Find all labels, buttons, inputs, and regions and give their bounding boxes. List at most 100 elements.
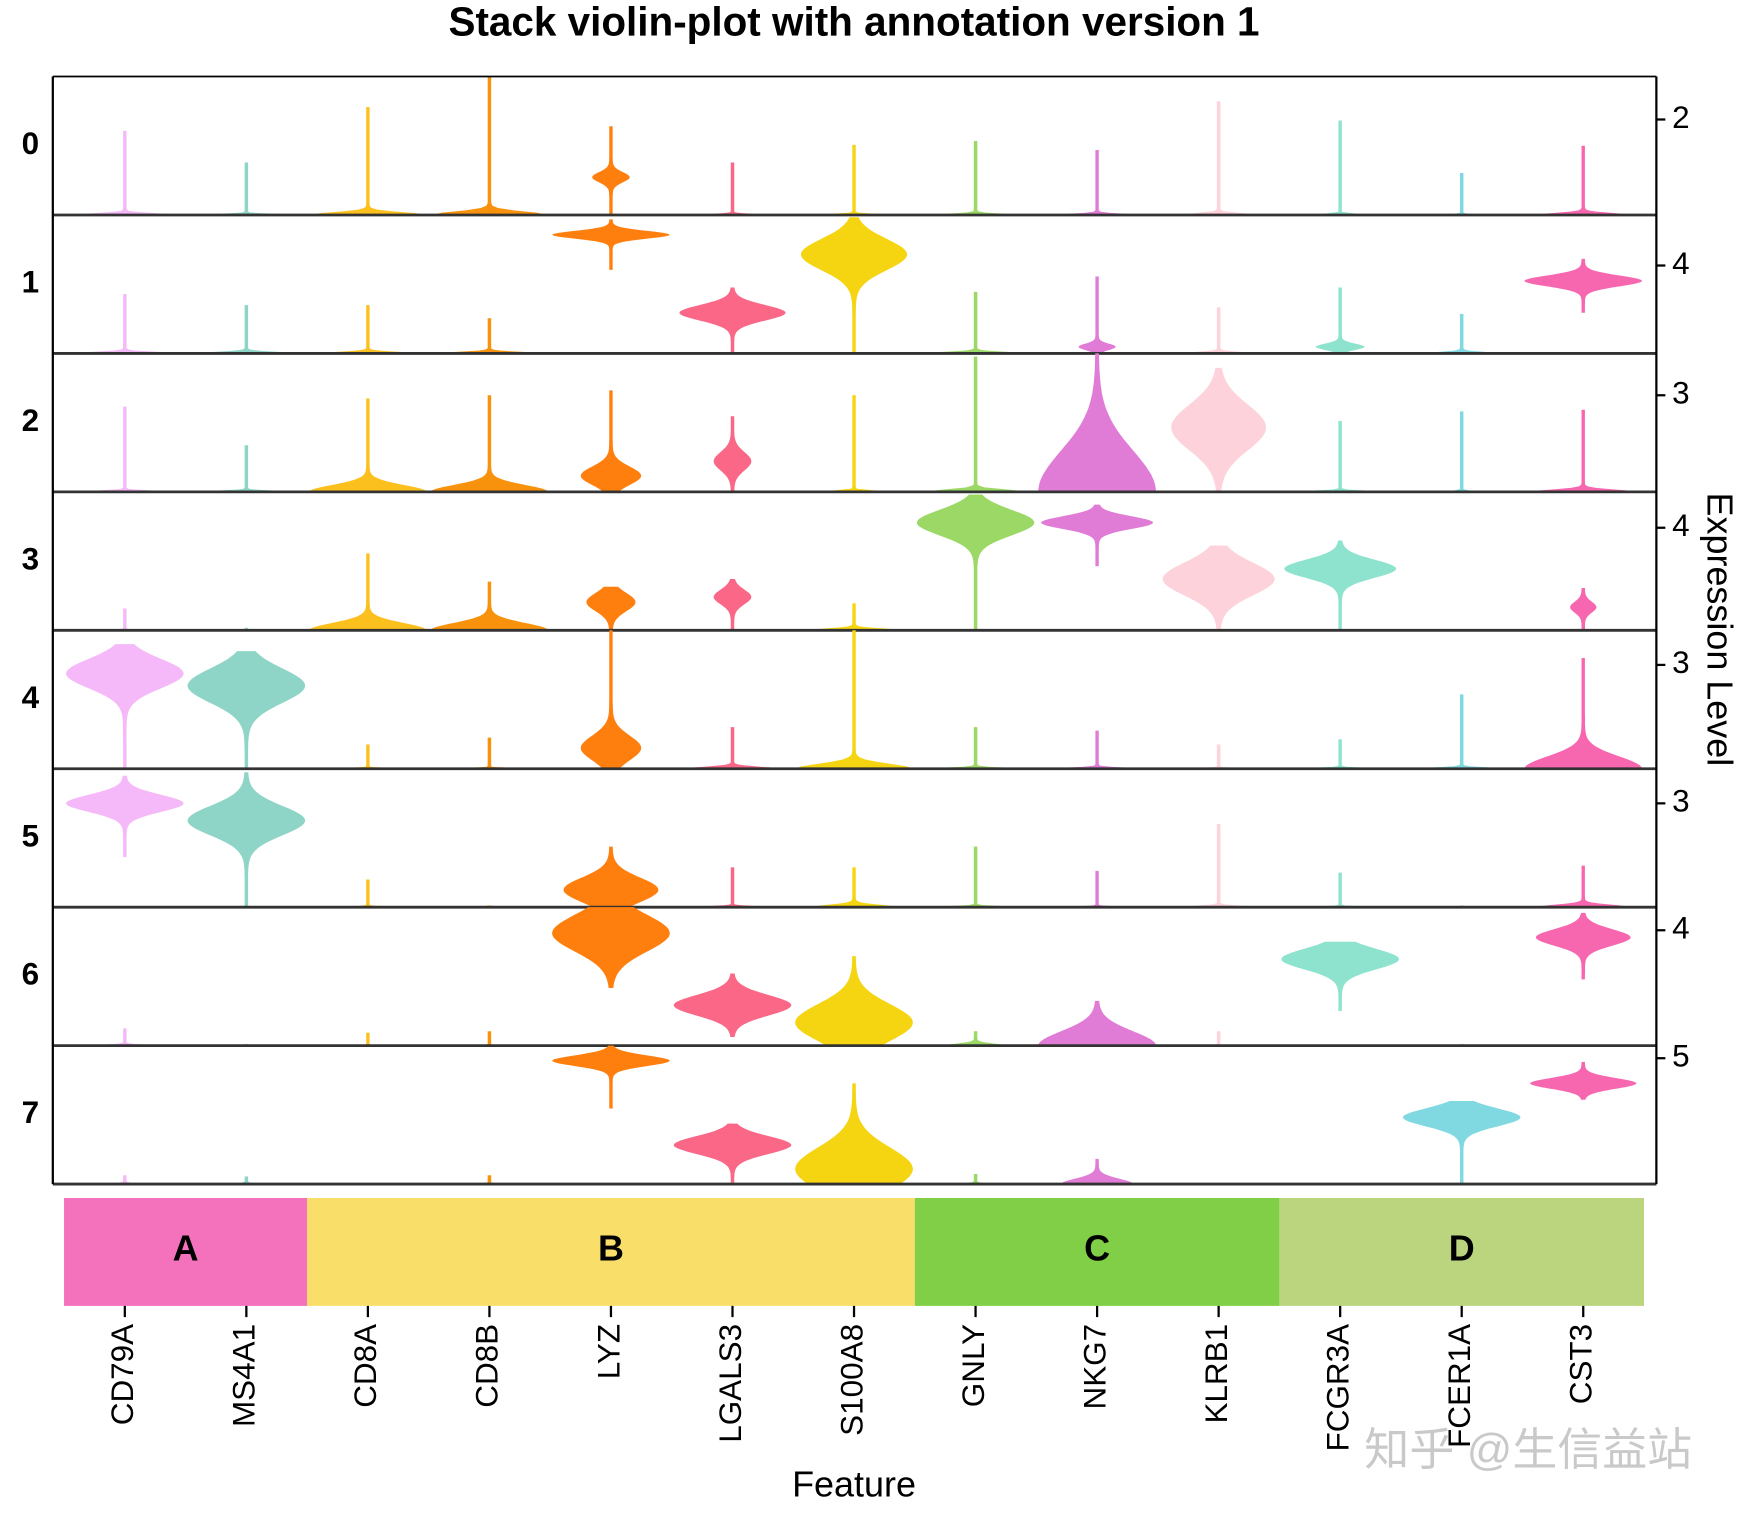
x-tick-label: LGALS3	[713, 1324, 748, 1443]
x-tick-label: FCGR3A	[1320, 1324, 1355, 1452]
x-tick-label: GNLY	[956, 1324, 991, 1407]
y-tick-label: 4	[1672, 508, 1690, 543]
violin	[441, 1031, 537, 1046]
violin	[1524, 258, 1642, 313]
violin	[1530, 409, 1637, 492]
violin	[563, 846, 659, 908]
violin	[956, 1173, 995, 1185]
y-tick-label: 4	[1672, 246, 1690, 281]
violin	[673, 973, 792, 1037]
row-label: 5	[22, 818, 40, 853]
violin	[320, 1032, 416, 1046]
violin	[1049, 870, 1145, 908]
violin	[928, 846, 1023, 908]
violin	[552, 219, 670, 270]
annotation-block	[307, 1198, 915, 1306]
y-tick-label: 3	[1672, 376, 1690, 411]
x-tick-label: CD79A	[105, 1324, 140, 1425]
y-axis-title: Expression Level	[1700, 493, 1741, 767]
x-tick-label: KLRB1	[1199, 1324, 1234, 1424]
violin	[1524, 657, 1643, 769]
violin	[916, 494, 1035, 631]
violin	[309, 107, 427, 215]
violin	[1292, 872, 1388, 908]
violin	[187, 651, 306, 769]
violin	[1061, 1158, 1134, 1185]
violin	[1171, 1031, 1267, 1046]
violin	[713, 579, 752, 631]
violin	[436, 737, 543, 769]
violin	[66, 775, 184, 857]
violin	[1038, 353, 1156, 492]
violin	[795, 1083, 913, 1185]
violin	[1535, 145, 1631, 215]
row-label: 7	[22, 1095, 40, 1130]
y-tick-label: 3	[1672, 645, 1690, 680]
violin	[309, 398, 427, 492]
violin	[1171, 367, 1266, 492]
annotation-block	[1279, 1198, 1645, 1306]
violin	[673, 1123, 792, 1185]
violin	[193, 445, 300, 492]
violin	[105, 1175, 144, 1185]
violin	[71, 406, 178, 492]
violin	[795, 956, 913, 1046]
violin	[1420, 411, 1504, 492]
violin	[1049, 730, 1145, 769]
violin	[945, 1031, 1006, 1046]
violin	[592, 126, 630, 215]
row-label: 0	[22, 126, 40, 161]
row-label: 4	[22, 680, 40, 715]
row-label: 2	[22, 403, 40, 438]
violin	[580, 390, 642, 492]
violin	[193, 305, 300, 354]
x-tick-label: S100A8	[834, 1324, 869, 1436]
violin	[1284, 540, 1397, 631]
violin	[685, 867, 780, 908]
y-tick-label: 3	[1672, 784, 1690, 819]
violin	[1038, 1000, 1156, 1046]
violin	[71, 294, 178, 354]
x-axis-title: Feature	[792, 1463, 916, 1504]
violin	[187, 772, 306, 908]
violin	[233, 1176, 260, 1185]
violin	[552, 907, 670, 988]
x-tick-label: FCER1A	[1442, 1324, 1477, 1448]
annotation-label: B	[598, 1227, 624, 1268]
violin	[430, 76, 549, 215]
violin	[71, 130, 178, 215]
violin	[88, 1028, 161, 1046]
violin	[314, 305, 422, 354]
violin	[713, 416, 752, 492]
violin	[1298, 120, 1382, 215]
violin	[1171, 744, 1267, 769]
violin	[800, 217, 908, 354]
violin	[1292, 421, 1388, 492]
violin	[685, 727, 780, 769]
violin	[922, 291, 1029, 354]
violin	[1055, 150, 1139, 215]
violin	[1402, 1101, 1521, 1185]
x-tick-label: CD8A	[348, 1324, 383, 1408]
violin	[65, 644, 184, 769]
watermark: 知乎 @生信益站	[1364, 1424, 1692, 1475]
annotation-block	[64, 1198, 308, 1306]
violin	[1171, 824, 1267, 908]
annotation-label: D	[1449, 1227, 1475, 1268]
violin	[71, 608, 178, 631]
violin	[1041, 504, 1153, 567]
violin	[436, 318, 543, 354]
row-label: 6	[22, 957, 40, 992]
violin	[193, 162, 300, 215]
x-tick-label: CD8B	[470, 1324, 505, 1408]
violin	[812, 867, 896, 908]
violin	[441, 1175, 537, 1185]
y-tick-label: 2	[1672, 100, 1690, 135]
violin	[1182, 307, 1255, 354]
violin	[1162, 545, 1275, 631]
violin	[552, 1045, 670, 1109]
chart-title: Stack violin-plot with annotation versio…	[448, 0, 1259, 45]
annotation-label: A	[173, 1227, 199, 1268]
violin	[314, 744, 422, 769]
